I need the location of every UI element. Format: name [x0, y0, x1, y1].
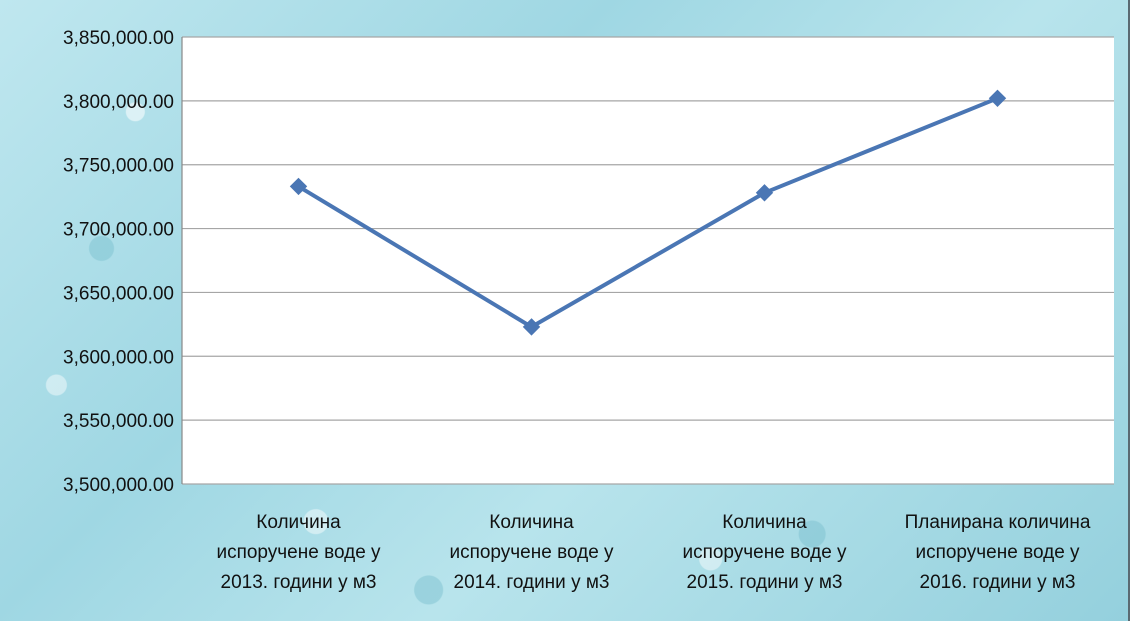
- y-tick-label: 3,650,000.00: [63, 283, 174, 304]
- data-point-marker: [522, 318, 541, 336]
- y-tick-label: 3,700,000.00: [63, 220, 174, 241]
- data-point-marker: [988, 89, 1007, 108]
- x-category-label: Количина испоручене воде у 2015. години у …: [682, 512, 847, 593]
- x-category-label: Количина испоручене воде у 2013. години у …: [216, 512, 381, 593]
- data-point-marker: [755, 184, 774, 202]
- data-point-marker: [289, 177, 308, 196]
- y-axis-tick-labels: 3,500,000.00 3,550,000.00 3,600,000.00 3,65…: [63, 28, 174, 496]
- x-category-label: Планирана количина испоручене воде у 2016.…: [905, 512, 1091, 593]
- x-axis-category-labels: Количина испоручене воде у 2013. години у …: [216, 512, 1090, 593]
- y-tick-label: 3,750,000.00: [63, 156, 174, 177]
- y-tick-label: 3,600,000.00: [63, 347, 174, 368]
- series-layer: [289, 89, 1007, 336]
- x-category-label: Количина испоручене воде у 2014. години у …: [449, 512, 614, 593]
- y-tick-label: 3,800,000.00: [63, 92, 174, 113]
- y-tick-label: 3,550,000.00: [63, 411, 174, 432]
- gridlines: [181, 36, 1114, 485]
- series-line: [297, 96, 999, 329]
- y-tick-label: 3,500,000.00: [63, 475, 174, 496]
- y-tick-label: 3,850,000.00: [63, 28, 174, 49]
